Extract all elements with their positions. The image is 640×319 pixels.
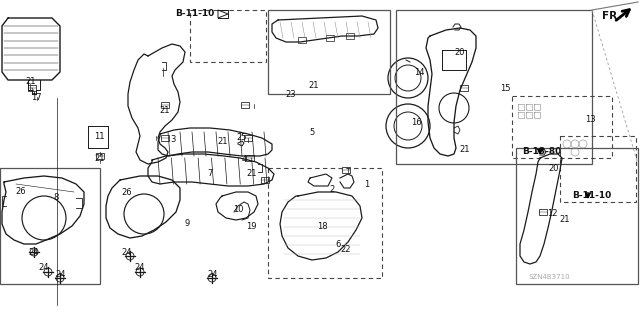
Text: 21: 21 [460,145,470,154]
Text: 13: 13 [586,115,596,124]
Text: 18: 18 [317,222,327,231]
Text: 20: 20 [454,48,465,57]
Bar [342,167,350,173]
Text: 26: 26 [16,187,26,196]
Bar [460,85,468,91]
Text: 21: 21 [160,106,170,115]
Bar [161,135,169,141]
Text: 4: 4 [242,155,247,164]
Text: 14: 14 [414,68,424,77]
Bar [28,85,36,91]
Polygon shape [218,10,228,18]
Bar [190,10,266,62]
Text: 26: 26 [122,189,132,197]
Text: B-13-80: B-13-80 [522,147,561,157]
Text: 19: 19 [246,222,257,231]
Text: 21: 21 [560,215,570,224]
Text: 24: 24 [134,263,145,272]
Text: 3: 3 [170,135,175,144]
Text: FR.: FR. [602,11,621,21]
Text: 24: 24 [208,271,218,279]
Text: 23: 23 [286,90,296,99]
Bar [268,168,382,278]
Text: 22: 22 [340,245,351,254]
Text: 24: 24 [122,248,132,256]
Bar [516,148,638,284]
Text: 25: 25 [237,133,247,142]
Text: 15: 15 [500,84,511,93]
Text: 11: 11 [94,132,104,141]
Bar [0,168,100,284]
Text: 10: 10 [233,205,243,214]
Text: 5: 5 [310,128,315,137]
Text: 21: 21 [308,81,319,90]
Text: B-11-10: B-11-10 [175,10,214,19]
Text: 7: 7 [207,169,212,178]
Bar [96,153,104,159]
Bar [326,35,334,41]
Text: 24: 24 [56,271,66,279]
Bar [244,135,252,141]
Bar [560,136,636,202]
Text: 1: 1 [364,180,369,189]
Text: 12: 12 [547,209,557,218]
Text: 21: 21 [94,154,104,163]
Text: 20: 20 [548,164,559,173]
Bar [298,37,306,43]
Bar [268,10,390,94]
Bar [246,155,254,161]
Text: 9: 9 [185,219,190,228]
Text: 2: 2 [330,185,335,194]
Text: B-11-10: B-11-10 [572,191,611,201]
Bar [241,102,249,108]
Text: 8: 8 [54,193,59,202]
Bar [346,33,354,39]
Bar [512,96,612,158]
Bar [161,102,169,108]
Bar [261,177,269,183]
Text: 6: 6 [335,241,340,249]
Text: 24: 24 [29,248,39,256]
Bar [396,10,592,164]
Text: 16: 16 [411,118,421,127]
Text: 17: 17 [31,93,42,102]
Text: 21: 21 [218,137,228,146]
Text: SZN4B3710: SZN4B3710 [528,274,570,280]
Text: 24: 24 [38,263,49,272]
Text: 21: 21 [26,77,36,86]
Text: 21: 21 [246,169,257,178]
Bar [539,209,547,215]
